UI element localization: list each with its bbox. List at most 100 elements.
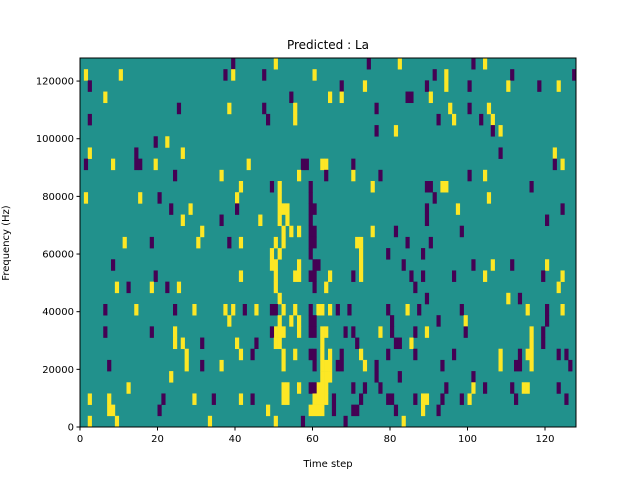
heatmap-cell-low [269, 326, 275, 338]
heatmap-cell-high [238, 348, 244, 361]
heatmap-cell-high [444, 69, 449, 81]
heatmap-cell-low [510, 69, 515, 81]
heatmap-cell-low [316, 259, 321, 271]
heatmap-cell-low [176, 102, 182, 115]
heatmap-cell-low [517, 292, 523, 305]
heatmap-cell-high [362, 359, 368, 372]
heatmap-cell-low [401, 259, 406, 271]
heatmap-cell-low [231, 58, 236, 70]
heatmap-cell-high [560, 304, 565, 316]
heatmap-cell-low [405, 236, 410, 249]
heatmap-cell-low [312, 225, 317, 238]
heatmap-cell-high [281, 348, 286, 361]
heatmap-cell-high [316, 382, 321, 394]
heatmap-cell-high [393, 125, 399, 137]
heatmap-cell-high [114, 415, 120, 428]
heatmap-cell-low [556, 348, 561, 361]
heatmap-cell-low [374, 102, 379, 115]
heatmap-cell-low [378, 382, 383, 394]
heatmap-cell-low [107, 359, 112, 372]
heatmap-cell-low [219, 214, 224, 227]
heatmap-cell-high [184, 359, 189, 372]
heatmap-cell-high [320, 371, 325, 383]
heatmap-cell-high [289, 315, 294, 327]
heatmap-cell-low [173, 169, 178, 182]
heatmap-cell-high [320, 393, 325, 405]
heatmap-cell-low [424, 214, 430, 227]
heatmap-cell-low [351, 404, 356, 417]
heatmap-cell-high [328, 371, 333, 383]
heatmap-cell-high [207, 415, 213, 428]
heatmap-cell-low [200, 337, 205, 350]
heatmap-cell-high [281, 393, 286, 405]
heatmap-cell-high [424, 393, 430, 405]
heatmap-cell-high [405, 304, 410, 316]
heatmap-cell-high [355, 236, 360, 249]
heatmap-cell-low [452, 348, 457, 361]
heatmap-cell-low [347, 304, 352, 316]
heatmap-cell-low [308, 382, 313, 394]
heatmap-cell-high [339, 91, 344, 104]
heatmap-cell-low [312, 270, 317, 282]
y-tick-label: 40000 [42, 307, 74, 318]
heatmap-cell-high [277, 315, 282, 327]
heatmap-cell-low [413, 393, 418, 405]
heatmap-cell-low [424, 181, 430, 193]
heatmap-cell-high [285, 382, 290, 394]
heatmap-cell-low [173, 304, 178, 316]
heatmap-cell-high [173, 337, 178, 350]
x-tick-label: 120 [535, 434, 554, 445]
heatmap-cell-high [87, 147, 92, 159]
heatmap-cell-low [134, 147, 139, 159]
heatmap-cell-high [452, 113, 457, 126]
heatmap-cell-low [545, 315, 550, 327]
heatmap-cell-high [83, 192, 89, 204]
heatmap-cell-high [192, 393, 197, 405]
heatmap-cell-low [510, 382, 515, 394]
heatmap-cell-low [111, 259, 116, 271]
x-tick-label: 80 [384, 434, 397, 445]
heatmap-cell-low [498, 147, 503, 159]
heatmap-cell-low [138, 158, 143, 171]
heatmap-cell-low [552, 158, 557, 171]
heatmap-cell-low [343, 415, 348, 428]
heatmap-cell-high [362, 80, 368, 92]
y-tick-label: 80000 [42, 192, 74, 203]
heatmap-cell-low [339, 80, 344, 92]
heatmap-cell-high [293, 348, 298, 361]
heatmap-cell-high [463, 315, 468, 327]
heatmap-cell-high [421, 404, 426, 417]
heatmap-cell-high [529, 337, 534, 350]
heatmap-cell-low [432, 192, 437, 204]
heatmap-cell-high [200, 225, 205, 238]
heatmap-cell-high [320, 382, 325, 394]
heatmap-cell-low [432, 69, 437, 81]
heatmap-cell-high [490, 113, 495, 126]
heatmap-cell-high [440, 181, 445, 193]
heatmap-cell-low [324, 169, 329, 182]
heatmap-cell-low [467, 80, 472, 92]
heatmap-cell-high [529, 348, 534, 361]
heatmap-cell-high [320, 304, 325, 316]
heatmap-cell-high [281, 359, 286, 372]
heatmap-cell-low [149, 326, 154, 338]
heatmap-cell-low [459, 225, 464, 238]
heatmap-cell-high [444, 80, 449, 92]
heatmap-cell-low [331, 404, 337, 417]
heatmap-cell-high [277, 326, 282, 338]
x-tick-label: 100 [458, 434, 477, 445]
heatmap-cell-high [180, 214, 185, 227]
heatmap-cell-low [103, 326, 108, 338]
heatmap-cell-high [328, 304, 333, 316]
heatmap-cell-low [386, 248, 391, 260]
heatmap-cell-low [386, 393, 391, 405]
heatmap-cell-high [273, 281, 278, 294]
heatmap-cell-high [277, 337, 282, 350]
x-tick-label: 60 [306, 434, 319, 445]
heatmap-cell-low [393, 404, 399, 417]
heatmap-cell-high [560, 158, 565, 171]
heatmap-cell-high [320, 348, 325, 361]
heatmap-cell-low [471, 58, 476, 70]
heatmap-cell-high [328, 359, 333, 372]
heatmap-cell-low [254, 337, 259, 350]
